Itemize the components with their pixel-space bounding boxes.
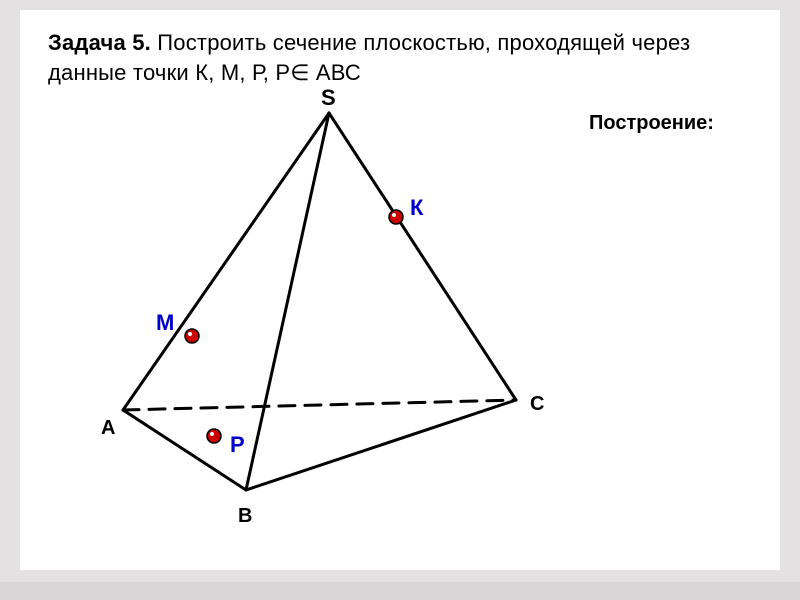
point-P [207, 429, 221, 443]
point-label-K: К [410, 195, 424, 220]
edge-A-B [123, 410, 246, 490]
vertex-label-C: С [530, 393, 544, 415]
edge-S-B [246, 113, 329, 490]
edge-B-C [246, 400, 516, 490]
vertex-label-A: A [101, 417, 115, 439]
vertex-label-S: S [321, 85, 336, 110]
point-highlight-P [210, 432, 214, 436]
point-K [389, 210, 403, 224]
tetrahedron-diagram: A В С S М К Р [20, 10, 780, 570]
point-highlight-K [392, 213, 396, 217]
point-M [185, 329, 199, 343]
point-label-M: М [156, 310, 174, 335]
point-label-P: Р [230, 432, 245, 457]
edge-S-A [123, 113, 329, 410]
edge-S-C [329, 113, 516, 400]
slide-frame: Задача 5. Построить сечение плоскостью, … [20, 10, 780, 570]
edge-A-C [123, 400, 516, 410]
footer-bar [0, 582, 800, 600]
vertex-label-B: В [238, 505, 252, 527]
point-highlight-M [188, 332, 192, 336]
